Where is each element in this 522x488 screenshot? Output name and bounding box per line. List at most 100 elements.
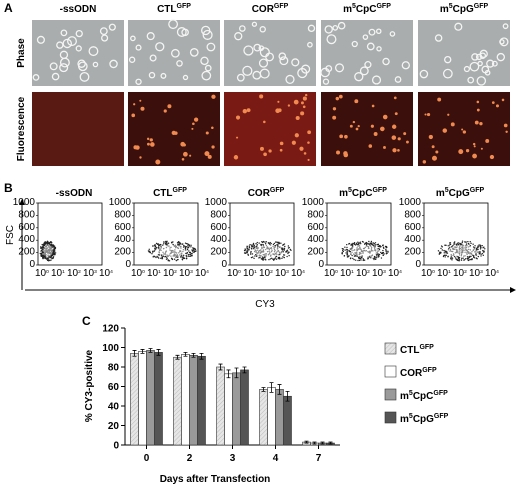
fluorescent-cell <box>167 104 172 109</box>
event-dot <box>256 246 258 248</box>
event-dot <box>191 250 194 252</box>
fluorescent-cell <box>299 146 304 151</box>
event-dot <box>163 253 165 255</box>
event-dot <box>165 244 167 246</box>
cell <box>130 35 136 42</box>
fluorescent-cell <box>211 145 215 149</box>
event-dot <box>461 246 463 248</box>
event-dot <box>449 257 452 259</box>
event-dot <box>346 246 348 249</box>
event-dot <box>444 244 446 246</box>
event-dot <box>250 244 253 246</box>
fluorescent-cell <box>394 112 398 116</box>
event-dot <box>378 248 381 251</box>
plot-frame <box>133 202 199 266</box>
event-dot <box>188 250 190 252</box>
y-tick-label: 80 <box>108 363 120 374</box>
event-dot <box>258 254 261 256</box>
cell <box>49 62 58 71</box>
cell <box>148 71 156 79</box>
cell <box>77 61 88 72</box>
event-dot <box>451 245 453 248</box>
x-tick-label-part: 10 <box>99 268 111 279</box>
cell <box>371 75 382 85</box>
event-dot <box>346 254 348 256</box>
event-dot <box>350 249 353 251</box>
event-dot <box>342 248 345 250</box>
x-tick-label: 100 <box>35 268 49 279</box>
event-dot <box>186 251 188 254</box>
event-dot <box>467 248 470 251</box>
cell <box>60 29 68 37</box>
event-dot <box>46 259 49 262</box>
event-dot <box>362 252 364 254</box>
event-dot <box>352 253 355 255</box>
event-dot <box>184 249 187 251</box>
event-dot <box>44 249 46 251</box>
event-dot <box>363 247 366 250</box>
event-dot <box>262 246 264 249</box>
cell <box>375 28 382 35</box>
cell <box>234 32 243 41</box>
event-dot <box>175 256 177 258</box>
fluorescent-cell <box>150 142 155 147</box>
y-tick-label: 600 <box>210 222 227 233</box>
x-tick-label-part: 10 <box>388 268 400 279</box>
event-dot <box>191 253 193 255</box>
fluorescent-cell <box>332 107 337 111</box>
event-dot <box>462 247 464 249</box>
event-dot <box>480 253 482 256</box>
event-dot <box>473 251 476 253</box>
cell <box>36 35 45 44</box>
event-dot <box>460 254 463 257</box>
event-dot <box>267 242 270 244</box>
fluorescent-cell <box>428 134 433 140</box>
event-dot <box>377 243 380 246</box>
event-dot <box>460 253 463 256</box>
cell <box>454 22 463 31</box>
column-header-part: 5 <box>449 3 453 10</box>
event-dot <box>280 242 282 244</box>
event-dot <box>483 250 485 252</box>
event-dot <box>478 244 480 246</box>
cell <box>475 53 483 61</box>
cell <box>354 72 364 82</box>
event-dot <box>44 243 46 246</box>
event-dot <box>366 245 368 247</box>
event-dot <box>479 248 482 250</box>
event-dot <box>445 252 447 254</box>
event-dot <box>462 244 464 247</box>
fluorescent-cell <box>259 94 264 99</box>
event-dot <box>275 253 277 255</box>
event-dot <box>370 257 372 259</box>
event-dot <box>164 252 167 254</box>
event-dot <box>380 251 382 254</box>
event-dot <box>177 258 179 261</box>
event-dot <box>475 257 477 259</box>
event-dot <box>383 253 385 255</box>
phase-image <box>128 20 220 86</box>
event-dot <box>464 255 466 257</box>
event-dot <box>43 250 46 252</box>
event-dot <box>372 242 374 244</box>
event-dot <box>461 248 463 251</box>
event-dot <box>465 246 468 249</box>
bar <box>173 356 182 446</box>
panel-label: B <box>4 181 13 195</box>
column-header: CORGFP <box>252 3 289 15</box>
event-dot <box>438 252 441 255</box>
cell <box>206 42 216 52</box>
event-dot <box>154 247 156 249</box>
y-tick-label: 600 <box>307 222 324 233</box>
fluorescent-cell <box>300 111 305 116</box>
event-dot <box>380 257 383 259</box>
event-dot <box>362 259 364 262</box>
fluorescent-cell <box>485 139 490 143</box>
cell <box>176 60 183 67</box>
fluorescent-cell <box>204 151 210 157</box>
cell <box>251 21 258 27</box>
event-dot <box>177 256 179 258</box>
event-dot <box>268 248 271 251</box>
phase-image <box>418 20 510 86</box>
x-tick-label-part: 1 <box>62 269 65 275</box>
